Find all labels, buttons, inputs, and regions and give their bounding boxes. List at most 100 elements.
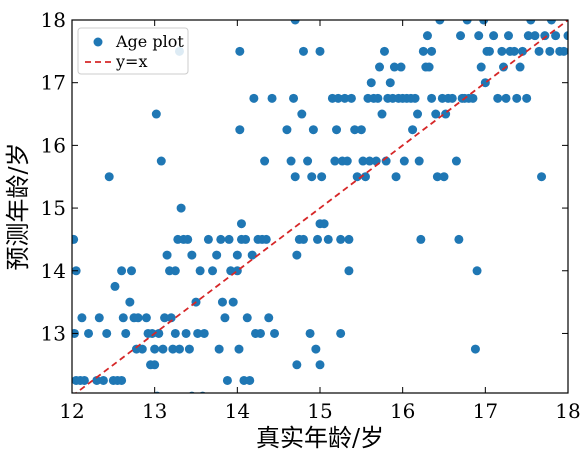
scatter-point [249,93,259,103]
x-axis-label: 真实年龄/岁 [256,424,384,452]
scatter-point [199,328,209,338]
scatter-point [222,375,232,385]
scatter-point [410,93,420,103]
scatter-point [435,20,445,25]
y-tick-label: 14 [41,259,66,283]
scatter-point [125,297,135,307]
scatter-point [305,328,315,338]
scatter-point [235,125,245,135]
scatter-point [98,375,108,385]
scatter-point [151,109,161,119]
scatter-point [232,250,242,260]
scatter-point [503,31,513,41]
scatter-point [439,172,449,182]
scatter-point [413,109,423,119]
scatter-point [414,156,424,166]
scatter-point [317,172,327,182]
scatter-point [255,328,265,338]
scatter-point [396,62,406,72]
scatter-point [332,125,342,135]
scatter-point [282,125,292,135]
scatter-point [319,219,329,229]
scatter-point [79,375,89,385]
y-tick-label: 15 [41,196,66,220]
scatter-point [479,20,489,25]
scatter-point [170,266,180,276]
scatter-point [168,344,178,354]
legend-label: y=x [115,52,147,71]
scatter-point [523,31,533,41]
scatter-point [121,328,131,338]
legend-label: Age plot [115,32,184,51]
scatter-point [427,46,437,56]
scatter-point [290,172,300,182]
scatter-point [371,156,381,166]
scatter-point [110,281,120,291]
x-tick-label: 12 [59,399,84,423]
scatter-point [336,328,346,338]
scatter-point [298,234,308,244]
scatter-point [156,156,166,166]
x-tick-label: 16 [390,399,415,423]
scatter-point [147,328,157,338]
y-tick-label: 18 [41,8,66,32]
scatter-point [308,125,318,135]
scatter-point [418,46,428,56]
scatter-point [289,93,299,103]
scatter-point [313,234,323,244]
scatter-point [214,344,224,354]
scatter-point [451,156,461,166]
scatter-point [264,313,274,323]
scatter-point [247,250,257,260]
scatter-point [241,234,251,244]
scatter-point [472,266,482,276]
scatter-point [422,31,432,41]
x-tick-label: 14 [225,399,250,423]
x-tick-label: 18 [555,399,580,423]
scatter-point [499,62,509,72]
scatter-point [340,93,350,103]
scatter-point [170,328,180,338]
scatter-point [118,313,128,323]
scatter-point [391,172,401,182]
scatter-point [373,93,383,103]
scatter-point [427,93,437,103]
scatter-point [365,156,375,166]
scatter-point [537,172,547,182]
scatter-point [193,328,203,338]
scatter-point [358,156,368,166]
scatter-point [292,250,302,260]
scatter-point [94,313,104,323]
scatter-point [563,31,568,41]
scatter-point [534,46,544,56]
scatter-point [212,250,222,260]
scatter-point [315,46,325,56]
scatter-point [375,62,385,72]
scatter-point [303,156,313,166]
scatter-point [102,328,112,338]
scatter-point [476,62,486,72]
scatter-point [515,62,525,72]
scatter-point [150,360,160,370]
scatter-point [224,234,234,244]
scatter-point [470,344,480,354]
scatter-point [245,375,255,385]
y-tick-label: 17 [41,71,66,95]
scatter-point [431,109,441,119]
scatter-point [489,31,499,41]
scatter-point [181,328,191,338]
scatter-point [501,93,511,103]
scatter-point [333,93,343,103]
scatter-point [187,250,197,260]
scatter-point [399,156,409,166]
scatter-point [315,360,325,370]
scatter-point [117,266,127,276]
scatter-point [162,250,172,260]
scatter-point [474,31,484,41]
scatter-point [323,234,333,244]
scatter-point [389,62,399,72]
scatter-point [160,313,170,323]
scatter-point [270,328,280,338]
scatter-point [292,360,302,370]
